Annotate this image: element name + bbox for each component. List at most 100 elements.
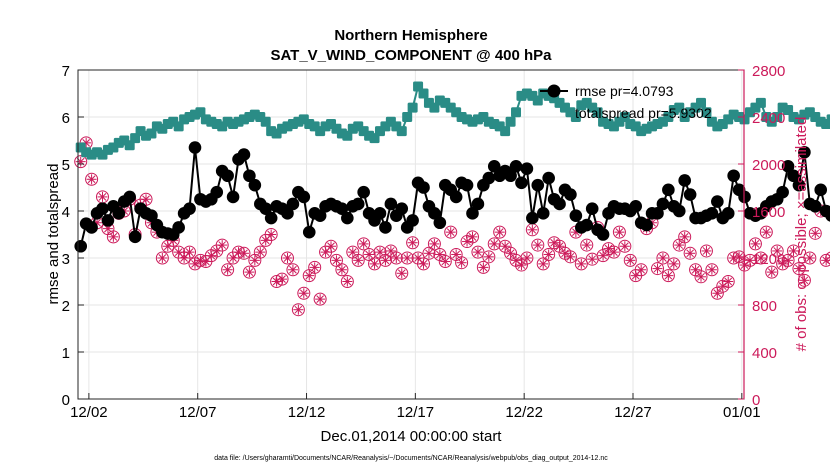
assimilated-stroke (827, 258, 830, 262)
possible-point (694, 270, 708, 284)
plot-area (74, 81, 830, 317)
assimilated-stroke (332, 256, 341, 265)
possible-point (580, 238, 594, 252)
assimilated-stroke (620, 242, 629, 251)
assimilated-point (766, 267, 777, 278)
assimilated-point (342, 276, 353, 287)
possible-point (324, 239, 338, 253)
possible-point (493, 225, 507, 239)
assimilated-point (309, 262, 320, 273)
possible-point (748, 237, 762, 251)
assimilated-point (429, 238, 440, 249)
assimilated-stroke (795, 264, 803, 273)
assimilated-stroke (430, 240, 439, 248)
assimilated-stroke (533, 241, 542, 249)
assimilated-point (407, 237, 418, 248)
rmse-point (112, 207, 126, 220)
assimilated-stroke (218, 241, 227, 249)
rmse-point (101, 214, 115, 227)
rmse-point (357, 185, 370, 199)
rmse-point (406, 214, 419, 227)
rmse-point (237, 148, 251, 161)
possible-point (139, 192, 153, 206)
assimilated-point (222, 264, 233, 275)
assimilated-point (489, 238, 500, 249)
assimilated-stroke (359, 240, 368, 248)
rmse-point (656, 197, 670, 211)
assimilated-stroke (327, 242, 335, 251)
rmse-point (531, 178, 545, 192)
possible-point (634, 263, 648, 277)
legend-totalspread-label: totalspread pr=5.9302 (575, 105, 712, 121)
possible-point (275, 272, 289, 286)
possible-point (683, 246, 697, 260)
possible-point (819, 253, 830, 267)
assimilated-point (364, 249, 375, 260)
rmse-point (487, 160, 501, 173)
assimilated-stroke (702, 247, 711, 255)
chart-subtitle: SAT_V_WIND_COMPONENT @ 400 hPa (270, 47, 552, 64)
assimilated-stroke (495, 228, 504, 237)
rmse-point (74, 239, 88, 253)
assimilated-point (374, 247, 385, 258)
assimilated-stroke (256, 248, 265, 256)
assimilated-stroke (403, 254, 412, 262)
possible-point (340, 275, 354, 288)
totalspread-point (511, 107, 522, 118)
possible-point (389, 251, 403, 265)
y-axis-label-left: rmse and totalspread (45, 164, 62, 305)
rmse-point (379, 221, 392, 234)
rmse-point (466, 207, 479, 220)
assimilated-stroke (789, 247, 798, 255)
rmse-point (678, 174, 691, 187)
assimilated-stroke (104, 224, 112, 233)
rmse-series (74, 141, 830, 253)
assimilated-stroke (294, 305, 303, 314)
y-left-tick-label: 5 (62, 157, 70, 174)
rmse-point (526, 211, 539, 225)
assimilated-stroke (751, 240, 760, 248)
assimilated-stroke (441, 257, 450, 266)
possible-point (759, 225, 773, 239)
assimilated-point (380, 255, 391, 266)
assimilated-point (679, 231, 690, 242)
assimilated-stroke (98, 193, 107, 201)
assimilated-point (369, 258, 380, 269)
assimilated-point (619, 241, 630, 252)
assimilated-point (587, 254, 598, 265)
rmse-point (792, 178, 806, 192)
rmse-point (395, 202, 409, 215)
totalspread-point (570, 112, 581, 122)
possible-point (215, 238, 229, 252)
rmse-point (281, 207, 294, 220)
rmse-point (808, 200, 822, 213)
assimilated-point (685, 248, 696, 259)
rmse-point (259, 202, 273, 215)
rmse-point (286, 197, 300, 211)
assimilated-stroke (490, 240, 499, 248)
y-left-tick-label: 3 (62, 251, 70, 268)
rmse-point (172, 221, 185, 234)
x-tick-label: 12/02 (70, 404, 108, 421)
rmse-point (520, 162, 534, 175)
assimilated-point (494, 227, 505, 238)
rmse-point (825, 209, 830, 222)
rmse-point (417, 181, 430, 194)
rmse-point (351, 197, 365, 211)
y-right-tick-label: 400 (752, 345, 777, 362)
rmse-point (428, 207, 441, 220)
assimilated-stroke (408, 238, 417, 247)
assimilated-point (652, 263, 663, 274)
assimilated-stroke (805, 254, 814, 262)
x-tick-label: 12/17 (397, 404, 435, 421)
possible-point (183, 245, 197, 259)
assimilated-stroke (675, 241, 684, 249)
assimilated-stroke (506, 249, 515, 258)
possible-point (444, 225, 458, 239)
assimilated-stroke (501, 242, 509, 251)
possible-point (242, 265, 256, 279)
possible-point (542, 247, 556, 261)
assimilated-stroke (800, 276, 809, 285)
rmse-point (509, 160, 523, 173)
assimilated-point (750, 238, 761, 249)
